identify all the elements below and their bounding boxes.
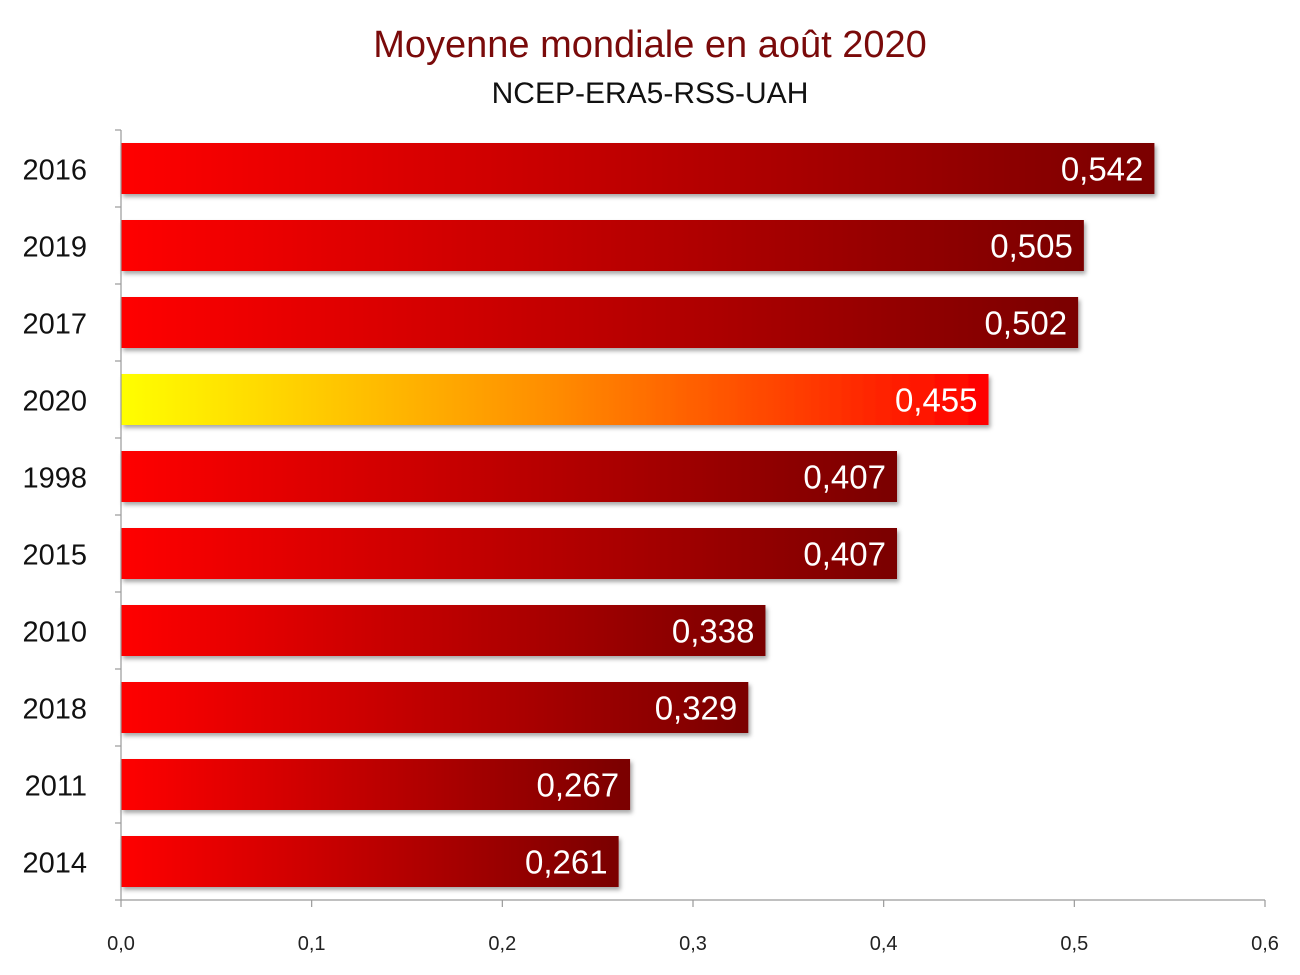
bar-2018 [121,682,749,733]
category-label-2016: 2016 [22,155,87,187]
x-tick-label: 0,2 [488,933,516,955]
x-tick-label: 0,3 [679,933,707,955]
category-label-1998: 1998 [22,463,87,495]
chart-title: Moyenne mondiale en août 2020 [373,24,927,66]
x-tick-label: 0,1 [298,933,326,955]
x-tick-label: 0,5 [1060,933,1088,955]
x-tick-label: 0,4 [870,933,898,955]
category-label-2015: 2015 [22,540,87,572]
x-tick-label: 0,6 [1251,933,1279,955]
bar-2014 [121,836,619,887]
bars-group: 0,542 0,505 0,502 0,455 0,407 0,407 0,338 0,329… [121,143,1155,887]
value-label-2015: 0,407 [803,536,886,573]
value-label-2014: 0,261 [525,844,608,881]
category-label-2014: 2014 [22,848,87,880]
value-label-2017: 0,502 [985,305,1068,342]
bar-2019 [121,220,1084,271]
bar-2016 [121,143,1155,194]
category-label-2011: 2011 [25,771,87,803]
bar-2020 [121,374,989,425]
value-label-2010: 0,338 [672,613,755,650]
category-label-2010: 2010 [22,617,87,649]
value-label-1998: 0,407 [803,459,886,496]
bar-2010 [121,605,766,656]
bar-2017 [121,297,1079,348]
bar-2015 [121,528,898,579]
category-label-2020: 2020 [22,386,87,418]
value-label-2011: 0,267 [536,767,619,804]
bar-1998 [121,451,898,502]
value-label-2018: 0,329 [655,690,738,727]
category-label-2017: 2017 [22,309,87,341]
value-label-2020: 0,455 [895,382,978,419]
value-label-2016: 0,542 [1061,151,1144,188]
axes-group: 2016 2019 2017 2020 1998 2015 2010 2018 2011 2014… [22,129,1279,955]
x-tick-label: 0,0 [107,933,135,955]
category-label-2018: 2018 [22,694,87,726]
category-label-2019: 2019 [22,232,87,264]
chart-subtitle: NCEP-ERA5-RSS-UAH [492,77,809,110]
bar-2011 [121,759,631,810]
value-label-2019: 0,505 [990,228,1073,265]
